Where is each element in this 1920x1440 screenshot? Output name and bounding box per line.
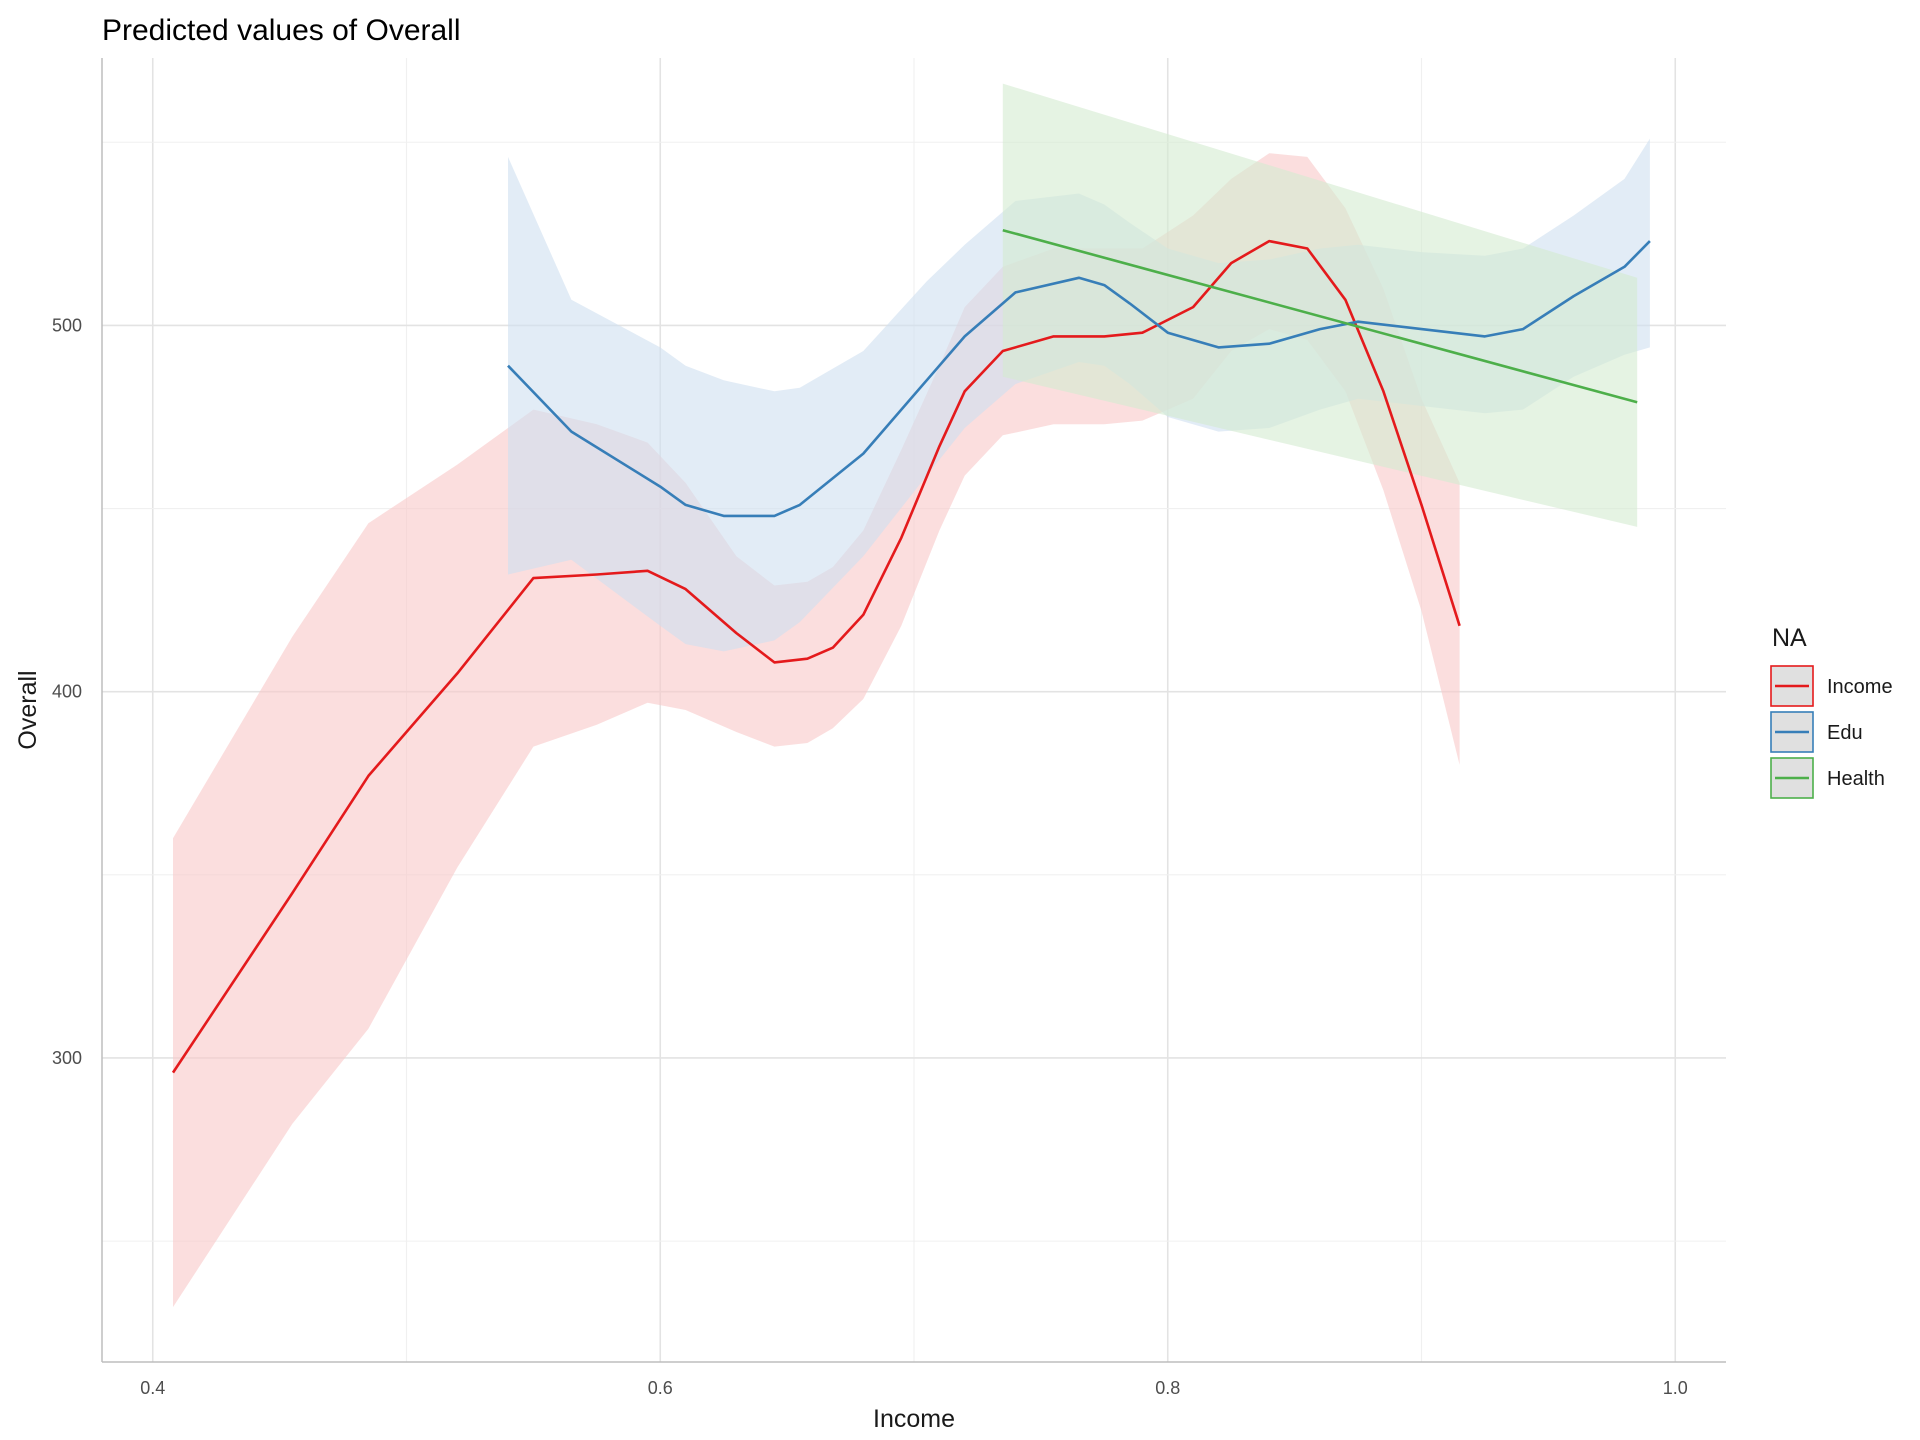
chart-title: Predicted values of Overall: [102, 14, 461, 47]
income-series-line: [171, 239, 1461, 1074]
confidence-ribbons: [173, 83, 1650, 1308]
legend-title: NA: [1772, 624, 1807, 652]
health-confidence-band: [1002, 83, 1638, 527]
x-tick-label: 0.4: [140, 1378, 165, 1398]
x-tick-label: 0.6: [648, 1378, 673, 1398]
edu-series-line: [507, 240, 1651, 518]
legend-item-edu: Edu: [1770, 711, 1863, 753]
legend-label-health: Health: [1827, 768, 1885, 790]
y-axis-title: Overall: [14, 670, 42, 749]
legend: NA Income Edu Health: [1770, 624, 1893, 799]
y-tick-label: 300: [52, 1048, 82, 1068]
y-tick-label: 400: [52, 682, 82, 702]
x-tick-label: 1.0: [1663, 1378, 1688, 1398]
legend-label-income: Income: [1827, 676, 1893, 698]
x-axis-title: Income: [873, 1405, 955, 1433]
income-confidence-band: [173, 153, 1460, 1308]
y-tick-label: 500: [52, 315, 82, 335]
health-series-line: [1002, 228, 1638, 404]
tick-labels: 0.4 0.6 0.8 1.0 300 400 500: [52, 315, 1688, 1398]
legend-item-health: Health: [1770, 757, 1885, 799]
x-tick-label: 0.8: [1155, 1378, 1180, 1398]
legend-label-edu: Edu: [1827, 722, 1863, 744]
legend-item-income: Income: [1770, 665, 1893, 707]
series-lines: [171, 228, 1651, 1074]
